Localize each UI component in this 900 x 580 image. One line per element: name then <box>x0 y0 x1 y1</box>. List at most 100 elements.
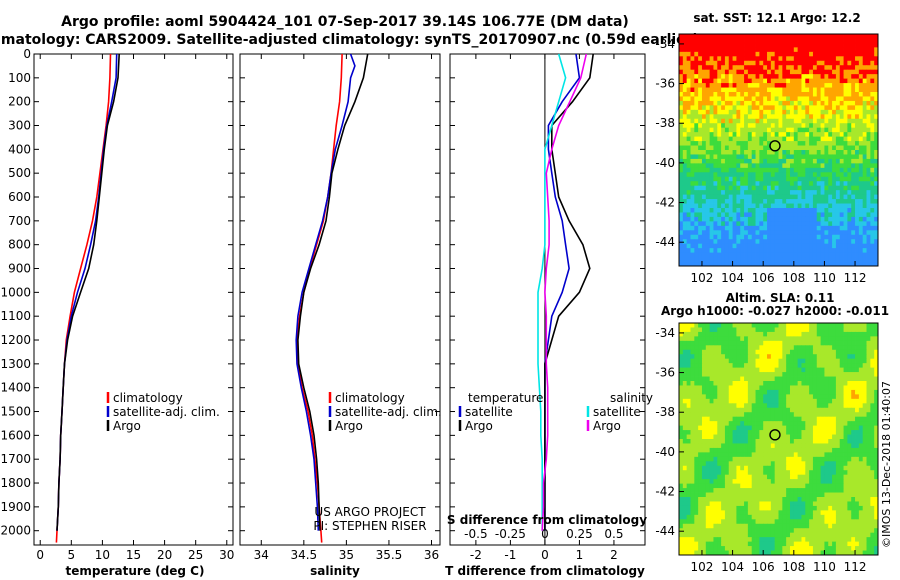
heatmap-cell <box>793 389 799 395</box>
heatmap-cell <box>698 239 703 245</box>
heatmap-cell <box>870 38 875 44</box>
heatmap-cell <box>686 439 691 444</box>
heatmap-cell <box>728 243 733 249</box>
y-tick-label: 500 <box>8 166 31 180</box>
heatmap-cell <box>751 439 756 444</box>
heatmap-cell <box>862 483 867 489</box>
heatmap-cell <box>801 203 806 209</box>
heatmap-cell <box>774 181 779 187</box>
heatmap-cell <box>820 100 825 106</box>
heatmap-cell <box>698 78 703 84</box>
heatmap-cell <box>778 234 783 240</box>
heatmap-cell <box>690 65 695 71</box>
heatmap-cell <box>801 363 806 369</box>
heatmap-cell <box>690 172 695 178</box>
heatmap-cell <box>824 323 829 328</box>
heatmap-cell <box>686 398 691 404</box>
heatmap-cell <box>736 389 741 395</box>
y-tick-label: 200 <box>8 95 31 109</box>
heatmap-cell <box>866 34 871 39</box>
heatmap-cell <box>812 447 818 453</box>
heatmap-cell <box>724 385 730 391</box>
heatmap-cell <box>759 123 764 129</box>
heatmap-cell <box>855 470 860 476</box>
heatmap-cell <box>824 439 829 444</box>
heatmap-cell <box>805 163 810 169</box>
heatmap-cell <box>747 331 753 337</box>
heatmap-cell <box>797 150 802 155</box>
heatmap-cell <box>694 208 699 213</box>
heatmap-cell <box>832 34 837 39</box>
heatmap-cell <box>694 439 699 444</box>
heatmap-cell <box>793 83 799 88</box>
heatmap-cell <box>713 336 718 342</box>
heatmap-cell <box>724 243 730 249</box>
heatmap-cell <box>793 185 799 191</box>
heatmap-cell <box>843 465 848 471</box>
heatmap-cell <box>797 372 802 377</box>
heatmap-cell <box>698 34 703 39</box>
heatmap-cell <box>835 239 841 245</box>
heatmap-cell <box>747 398 753 404</box>
heatmap-cell <box>816 340 821 346</box>
heatmap-cell <box>797 100 802 106</box>
heatmap-cell <box>870 150 875 155</box>
heatmap-cell <box>858 331 864 337</box>
heatmap-cell <box>858 252 864 258</box>
heatmap-cell <box>851 150 856 155</box>
heatmap-cell <box>824 145 829 151</box>
heatmap-cell <box>709 354 714 360</box>
heatmap-cell <box>778 181 783 187</box>
heatmap-cell <box>866 65 871 71</box>
heatmap-cell <box>682 127 688 133</box>
y-tick-label: 100 <box>8 71 31 85</box>
heatmap-cell <box>767 358 772 364</box>
heatmap-cell <box>832 483 837 489</box>
heatmap-cell <box>847 385 852 391</box>
heatmap-cell <box>736 172 741 178</box>
heatmap-cell <box>778 230 783 236</box>
heatmap-cell <box>782 51 787 57</box>
heatmap-cell <box>786 447 791 453</box>
heatmap-cell <box>832 336 837 342</box>
heatmap-cell <box>832 430 837 435</box>
heatmap-cell <box>858 221 864 227</box>
heatmap-cell <box>786 221 791 227</box>
heatmap-cell <box>755 248 760 254</box>
heatmap-cell <box>770 87 776 93</box>
heatmap-cell <box>679 181 684 187</box>
heatmap-cell <box>744 141 749 146</box>
heatmap-cell <box>770 163 776 169</box>
heatmap-cell <box>789 194 795 200</box>
heatmap-cell <box>770 358 776 364</box>
heatmap-cell <box>789 208 795 213</box>
heatmap-cell <box>770 403 776 409</box>
heatmap-cell <box>747 447 753 453</box>
heatmap-cell <box>770 123 776 129</box>
heatmap-cell <box>682 69 688 75</box>
heatmap-cell <box>832 158 837 164</box>
heatmap-cell <box>797 221 802 227</box>
heatmap-cell <box>824 479 829 485</box>
heatmap-cell <box>755 483 760 489</box>
heatmap-cell <box>855 443 860 449</box>
heatmap-cell <box>721 327 726 333</box>
heatmap-cell <box>862 340 867 346</box>
heatmap-cell <box>851 185 856 191</box>
heatmap-cell <box>709 51 714 57</box>
heatmap-cell <box>705 42 711 48</box>
heatmap-cell <box>793 141 799 146</box>
heatmap-cell <box>744 465 749 471</box>
heatmap-cell <box>793 42 799 48</box>
heatmap-cell <box>770 74 776 80</box>
heatmap-cell <box>770 167 776 173</box>
heatmap-cell <box>801 470 806 476</box>
heatmap-cell <box>747 136 753 142</box>
heatmap-cell <box>686 336 691 342</box>
heatmap-cell <box>679 92 684 97</box>
heatmap-cell <box>709 145 714 151</box>
heatmap-cell <box>782 212 787 218</box>
heatmap-cell <box>767 87 772 93</box>
heatmap-cell <box>698 145 703 151</box>
heatmap-cell <box>694 123 699 129</box>
